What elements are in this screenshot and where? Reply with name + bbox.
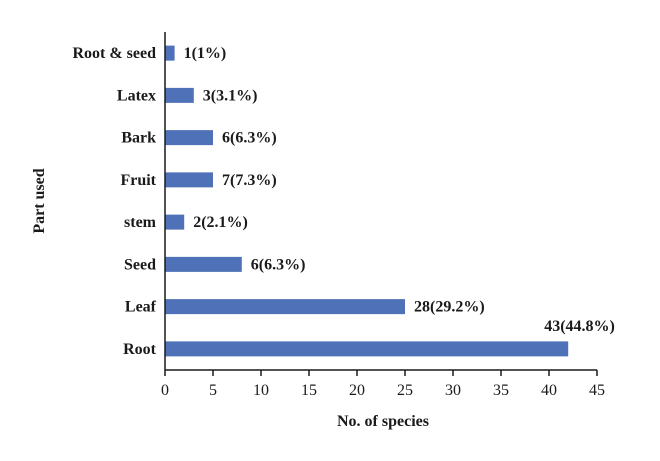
data-label: 28(29.2%) [414,299,485,316]
data-label: 3(3.1%) [203,87,258,104]
x-tick-label: 15 [301,382,317,399]
data-label: 6(6.3%) [251,256,306,273]
bar-seed [165,256,242,272]
category-label: stem [124,214,157,231]
bars-group [165,45,569,357]
x-tick-label: 10 [253,382,269,399]
category-label: Root [123,341,157,358]
x-tick-label: 40 [541,382,557,399]
category-label: Root & seed [72,45,156,62]
bar-fruit [165,172,213,188]
x-tick-label: 0 [161,382,169,399]
x-axis-title: No. of species [337,413,429,430]
category-label: Seed [124,256,156,273]
x-tick-label: 45 [589,382,605,399]
data-label: 1(1%) [184,45,227,62]
bar-root-seed [165,45,175,61]
category-label: Leaf [125,299,157,316]
x-tick-label: 5 [209,382,217,399]
data-label: 6(6.3%) [222,130,277,147]
x-tick-label: 30 [445,382,461,399]
axes-group: 0 5 10 15 20 25 30 35 40 45 [161,32,605,399]
data-label: 2(2.1%) [193,214,248,231]
category-label: Latex [117,87,156,104]
labels-group: Root 43(44.8%) Leaf 28(29.2%) Seed 6(6.3%) ste… [72,45,614,358]
x-tick-label: 25 [397,382,413,399]
x-tick-label: 35 [493,382,509,399]
bar-root [165,341,569,357]
category-label: Bark [121,130,156,147]
category-label: Fruit [120,172,156,189]
y-axis-title: Part used [31,168,48,233]
data-label: 43(44.8%) [544,318,615,335]
bar-leaf [165,299,405,315]
data-label: 7(7.3%) [222,172,277,189]
bar-latex [165,87,194,103]
bar-bark [165,130,213,146]
bar-stem [165,214,185,230]
x-tick-label: 20 [349,382,365,399]
